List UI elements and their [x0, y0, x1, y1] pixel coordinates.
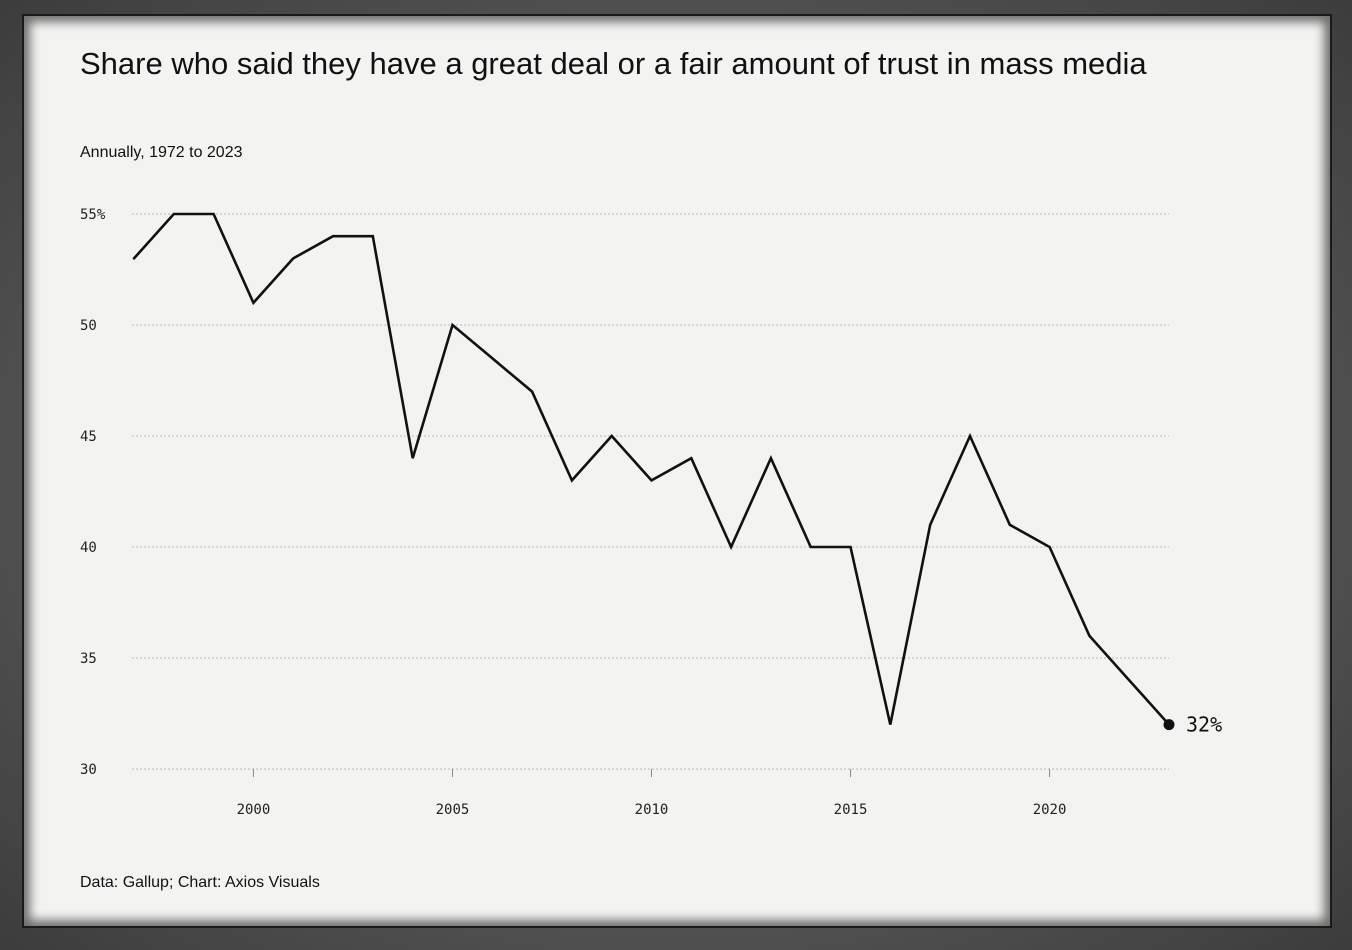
series-group	[132, 212, 1171, 726]
chart-subtitle: Annually, 1972 to 2023	[80, 144, 243, 161]
chart-title: Share who said they have a great deal or…	[80, 46, 1147, 81]
x-tick-label: 2010	[635, 802, 669, 818]
y-tick-label: 35	[80, 651, 97, 667]
y-axis-ticks: 55% 50 45 40 35 30	[80, 207, 106, 778]
x-tick-label: 2005	[436, 802, 470, 818]
x-tick-label: 2000	[237, 802, 271, 818]
end-marker-group: 32%	[1163, 713, 1222, 737]
y-tick-label: 55%	[80, 207, 106, 223]
y-tick-label: 40	[80, 540, 97, 556]
end-value-label: 32%	[1186, 713, 1222, 737]
series-line	[132, 212, 1171, 726]
y-tick-label: 30	[80, 762, 97, 778]
y-tick-label: 50	[80, 318, 97, 334]
x-tick-label: 2015	[834, 802, 868, 818]
end-point-marker	[1163, 719, 1175, 731]
y-tick-label: 45	[80, 429, 97, 445]
grid-lines	[132, 213, 1169, 770]
x-tick-label: 2020	[1033, 802, 1067, 818]
line-chart: 55% 50 45 40 35 30 2000 2005 2010 2015 2020 32%	[80, 207, 1222, 818]
chart-source: Data: Gallup; Chart: Axios Visuals	[80, 874, 320, 891]
x-axis-ticks: 2000 2005 2010 2015 2020	[237, 769, 1067, 818]
chart-card: Share who said they have a great deal or…	[24, 16, 1330, 926]
